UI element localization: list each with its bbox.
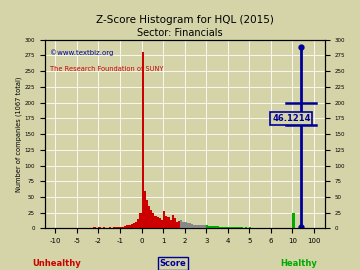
Text: Unhealthy: Unhealthy [32, 259, 81, 268]
Bar [131, 224, 133, 228]
Bar [180, 220, 183, 228]
Bar [239, 227, 241, 228]
Text: Sector: Financials: Sector: Financials [137, 28, 223, 38]
Bar [178, 221, 180, 228]
Bar [292, 222, 294, 228]
Bar [187, 224, 189, 228]
Bar [245, 227, 247, 228]
Bar [124, 226, 126, 228]
Text: ©www.textbiz.org: ©www.textbiz.org [50, 49, 113, 56]
Bar [135, 222, 137, 228]
Text: 46.1214: 46.1214 [272, 114, 311, 123]
Bar [189, 224, 191, 228]
Bar [113, 227, 116, 228]
Bar [146, 200, 148, 228]
Bar [154, 216, 157, 228]
Bar [174, 218, 176, 228]
Text: The Research Foundation of SUNY: The Research Foundation of SUNY [50, 66, 163, 72]
Text: Score: Score [159, 259, 186, 268]
Bar [183, 222, 185, 228]
Bar [198, 225, 200, 228]
Bar [230, 227, 232, 228]
Bar [241, 227, 243, 228]
Bar [159, 218, 161, 228]
Bar [161, 220, 163, 228]
Bar [193, 225, 195, 228]
Bar [98, 227, 100, 228]
Bar [93, 227, 95, 228]
Bar [219, 227, 221, 228]
Bar [129, 225, 131, 228]
Bar [202, 225, 204, 228]
Bar [292, 213, 294, 228]
Bar [195, 225, 198, 228]
Bar [185, 222, 187, 228]
Bar [226, 227, 228, 228]
Bar [215, 226, 217, 228]
Bar [176, 222, 178, 228]
Bar [237, 227, 239, 228]
Bar [165, 216, 167, 228]
Bar [228, 227, 230, 228]
Bar [163, 211, 165, 228]
Bar [116, 227, 118, 228]
Bar [170, 220, 172, 228]
Bar [139, 213, 141, 228]
Bar [249, 227, 252, 228]
Bar [109, 227, 111, 228]
Bar [126, 225, 129, 228]
Bar [157, 217, 159, 228]
Bar [206, 225, 208, 228]
Bar [137, 219, 139, 228]
Bar [211, 226, 213, 228]
Bar [292, 224, 294, 228]
Bar [234, 227, 237, 228]
Bar [208, 226, 211, 228]
Title: Z-Score Histogram for HQL (2015): Z-Score Histogram for HQL (2015) [96, 15, 274, 25]
Text: Healthy: Healthy [280, 259, 317, 268]
Y-axis label: Number of companies (1067 total): Number of companies (1067 total) [15, 76, 22, 192]
Bar [293, 227, 295, 228]
Bar [191, 224, 193, 228]
Bar [98, 227, 100, 228]
Bar [213, 226, 215, 228]
Bar [204, 225, 206, 228]
Bar [152, 213, 154, 228]
Bar [232, 227, 234, 228]
Bar [200, 225, 202, 228]
Bar [122, 227, 124, 228]
Bar [103, 227, 105, 228]
Bar [172, 215, 174, 228]
Bar [144, 191, 146, 228]
Bar [118, 227, 120, 228]
Bar [120, 227, 122, 228]
Bar [217, 226, 219, 228]
Bar [148, 207, 150, 228]
Bar [221, 227, 224, 228]
Bar [141, 52, 144, 228]
Bar [224, 227, 226, 228]
Bar [167, 217, 170, 228]
Bar [133, 224, 135, 228]
Bar [150, 210, 152, 228]
